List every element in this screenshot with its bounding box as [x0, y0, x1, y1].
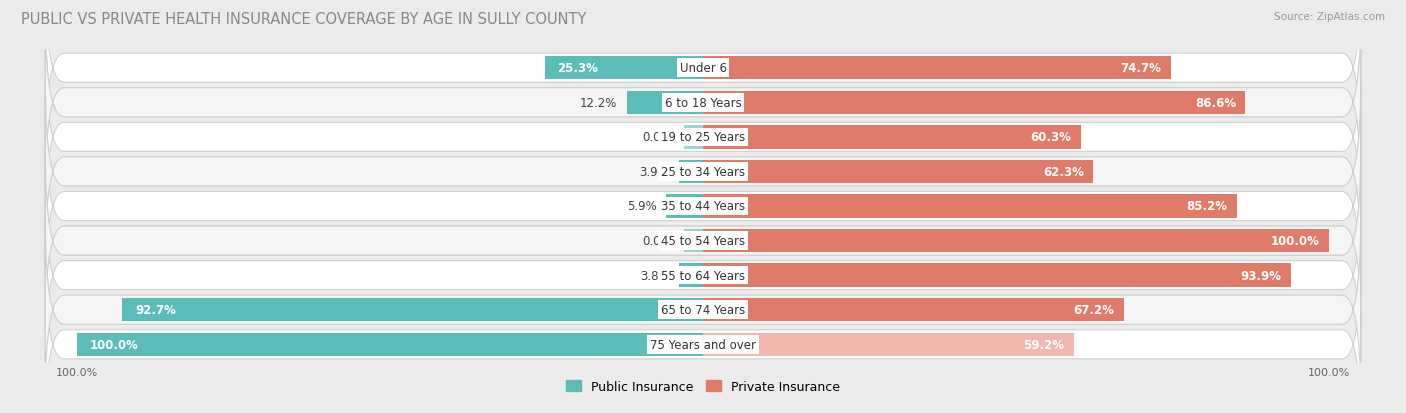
Legend: Public Insurance, Private Insurance: Public Insurance, Private Insurance — [561, 375, 845, 398]
Text: 35 to 44 Years: 35 to 44 Years — [661, 200, 745, 213]
Text: 0.0%: 0.0% — [643, 235, 672, 247]
Bar — [703, 126, 1081, 149]
Bar — [627, 91, 703, 115]
Text: 12.2%: 12.2% — [579, 97, 617, 109]
Text: 92.7%: 92.7% — [135, 304, 176, 316]
Text: 0.0%: 0.0% — [643, 131, 672, 144]
Bar — [703, 160, 1094, 184]
Bar — [544, 57, 703, 80]
FancyBboxPatch shape — [45, 48, 1361, 226]
Text: 60.3%: 60.3% — [1031, 131, 1071, 144]
Text: 6 to 18 Years: 6 to 18 Years — [665, 97, 741, 109]
Bar — [703, 264, 1291, 287]
FancyBboxPatch shape — [45, 256, 1361, 413]
FancyBboxPatch shape — [45, 118, 1361, 295]
Text: 86.6%: 86.6% — [1195, 97, 1236, 109]
Bar — [666, 195, 703, 218]
FancyBboxPatch shape — [45, 152, 1361, 330]
Text: 55 to 64 Years: 55 to 64 Years — [661, 269, 745, 282]
Text: 3.9%: 3.9% — [640, 166, 669, 178]
Text: 65 to 74 Years: 65 to 74 Years — [661, 304, 745, 316]
Bar — [703, 333, 1074, 356]
Text: 19 to 25 Years: 19 to 25 Years — [661, 131, 745, 144]
Text: 3.8%: 3.8% — [640, 269, 669, 282]
Text: 100.0%: 100.0% — [89, 338, 138, 351]
FancyBboxPatch shape — [45, 221, 1361, 399]
Bar — [703, 195, 1237, 218]
Text: 62.3%: 62.3% — [1043, 166, 1084, 178]
FancyBboxPatch shape — [45, 14, 1361, 192]
Text: 5.9%: 5.9% — [627, 200, 657, 213]
Text: Under 6: Under 6 — [679, 62, 727, 75]
FancyBboxPatch shape — [45, 83, 1361, 261]
FancyBboxPatch shape — [45, 152, 1361, 330]
Text: 75 Years and over: 75 Years and over — [650, 338, 756, 351]
Bar — [679, 160, 703, 184]
FancyBboxPatch shape — [45, 221, 1361, 399]
Bar — [685, 229, 703, 253]
Bar — [685, 126, 703, 149]
Bar — [703, 91, 1246, 115]
FancyBboxPatch shape — [45, 14, 1361, 192]
Bar — [122, 298, 703, 322]
Text: 59.2%: 59.2% — [1024, 338, 1064, 351]
FancyBboxPatch shape — [45, 187, 1361, 365]
Bar — [703, 298, 1123, 322]
Text: Source: ZipAtlas.com: Source: ZipAtlas.com — [1274, 12, 1385, 22]
FancyBboxPatch shape — [45, 83, 1361, 261]
Bar — [77, 333, 703, 356]
Text: 25.3%: 25.3% — [557, 62, 598, 75]
Bar — [703, 57, 1171, 80]
Text: 93.9%: 93.9% — [1240, 269, 1282, 282]
Text: 25 to 34 Years: 25 to 34 Years — [661, 166, 745, 178]
Text: 67.2%: 67.2% — [1074, 304, 1115, 316]
Text: 85.2%: 85.2% — [1187, 200, 1227, 213]
Text: 74.7%: 74.7% — [1121, 62, 1161, 75]
Text: PUBLIC VS PRIVATE HEALTH INSURANCE COVERAGE BY AGE IN SULLY COUNTY: PUBLIC VS PRIVATE HEALTH INSURANCE COVER… — [21, 12, 586, 27]
Bar — [703, 229, 1329, 253]
Text: 45 to 54 Years: 45 to 54 Years — [661, 235, 745, 247]
Text: 100.0%: 100.0% — [1271, 235, 1320, 247]
FancyBboxPatch shape — [45, 0, 1361, 157]
Bar — [679, 264, 703, 287]
